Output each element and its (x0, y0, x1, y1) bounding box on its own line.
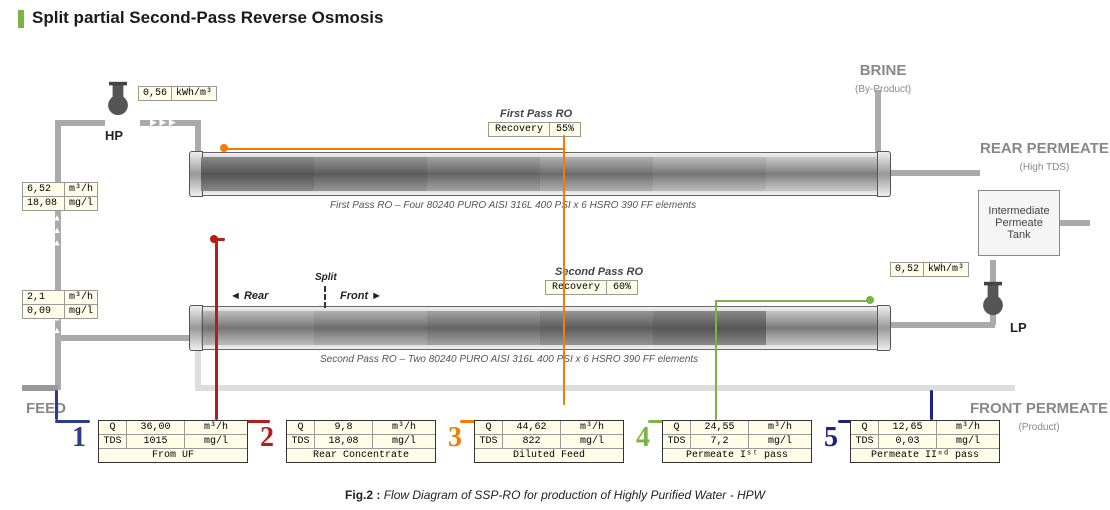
figure-caption: Fig.2 : Flow Diagram of SSP-RO for produ… (0, 488, 1110, 502)
pass2-desc: Second Pass RO – Two 80240 PURO AISI 316… (320, 354, 698, 365)
stream4-line (715, 300, 717, 420)
pipe (880, 170, 980, 176)
stream-4-number: 4 (636, 422, 650, 454)
stream-1-number: 1 (72, 422, 86, 454)
stream-5-box: Q12,65m³/h TDS0,03mg/l Permeate IIⁿᵈ pas… (850, 420, 1000, 463)
stream-3-number: 3 (448, 422, 462, 454)
rear-perm-label: REAR PERMEATE(High TDS) (980, 140, 1109, 174)
stream3-line (225, 148, 565, 150)
hp-label: HP (105, 128, 123, 143)
hp-pump-icon (100, 80, 136, 116)
lp-label: LP (1010, 320, 1027, 335)
pass2-recovery: Recovery60% (545, 280, 638, 295)
pipe (55, 335, 195, 341)
brine-label: BRINE(By-Product) (855, 62, 911, 96)
rear-label: ◄ Rear (230, 290, 268, 302)
split-label: Split (315, 272, 337, 283)
split-divider (324, 286, 326, 308)
pipe (22, 385, 58, 391)
stream-2-number: 2 (260, 422, 274, 454)
first-pass-vessel (200, 152, 880, 196)
hp-energy-box: 0,56kWh/m³ (138, 86, 217, 101)
pipe-light (195, 350, 201, 390)
feed-label: FEED (26, 400, 66, 417)
pass1-title: First Pass RO (500, 108, 572, 120)
second-pass-vessel (200, 306, 880, 350)
lp-energy-box: 0,52kWh/m³ (890, 262, 969, 277)
stream3-line (563, 135, 565, 405)
pipe (55, 120, 61, 390)
stream4-line (715, 300, 870, 302)
stream1-line (55, 390, 58, 420)
pass1-recovery: Recovery55% (488, 122, 581, 137)
stream-4-box: Q24,55m³/h TDS7,2mg/l Permeate Iˢᵗ pass (662, 420, 812, 463)
stream-5-number: 5 (824, 422, 838, 454)
stream3-dot (220, 144, 228, 152)
stream4-dot (866, 296, 874, 304)
stream2-line (215, 240, 218, 420)
stream2-dot (210, 235, 218, 243)
stream-3-box: Q44,62m³/h TDS822mg/l Diluted Feed (474, 420, 624, 463)
stream-2-box: Q9,8m³/h TDS18,08mg/l Rear Concentrate (286, 420, 436, 463)
recycle-box: 2,1m³/h 0,09mg/l (22, 290, 98, 319)
stream-1-box: Q36,00m³/h TDS1015mg/l From UF (98, 420, 248, 463)
flow-arrows: ▶ ▶ ▶ (150, 117, 176, 128)
pass2-title: Second Pass RO (555, 266, 643, 278)
front-label: Front ► (340, 290, 382, 302)
pipe-light (195, 385, 1015, 391)
hp-feed-box: 6,52m³/h 18,08mg/l (22, 182, 98, 211)
page-title: Split partial Second-Pass Reverse Osmosi… (18, 8, 383, 28)
pipe (880, 322, 995, 328)
pipe (195, 120, 201, 155)
stream5-line (930, 390, 933, 420)
lp-pump-icon (975, 280, 1011, 316)
permeate-tank: Intermediate Permeate Tank (978, 190, 1060, 256)
pass1-desc: First Pass RO – Four 80240 PURO AISI 316… (330, 200, 696, 211)
pipe (55, 120, 105, 126)
